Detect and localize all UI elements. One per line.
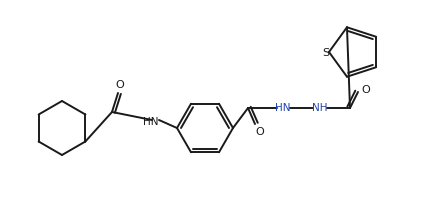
Text: HN: HN (143, 117, 158, 127)
Text: NH: NH (311, 103, 327, 113)
Text: O: O (115, 80, 124, 90)
Text: O: O (361, 85, 369, 95)
Text: HN: HN (275, 103, 290, 113)
Text: S: S (322, 48, 329, 58)
Text: O: O (255, 127, 264, 137)
